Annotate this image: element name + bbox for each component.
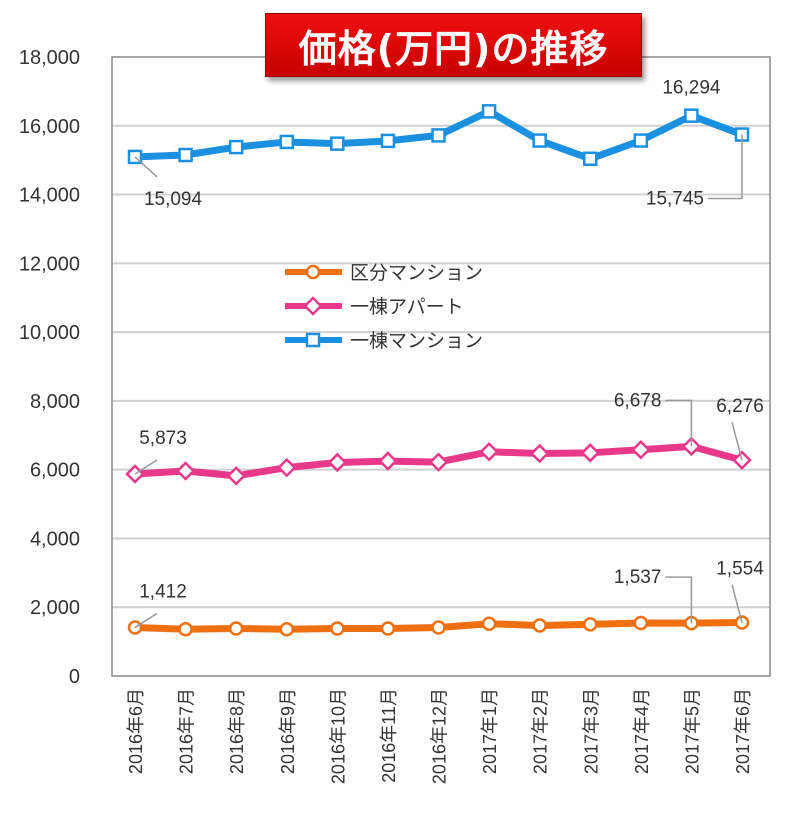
- x-tick-label: 2017年2月: [531, 688, 551, 774]
- data-point: [380, 621, 396, 636]
- data-label: 1,537: [614, 567, 662, 588]
- y-tick-label: 8,000: [30, 391, 80, 413]
- data-label: 6,678: [614, 390, 662, 411]
- y-tick-label: 18,000: [19, 47, 80, 69]
- leader-line: [665, 399, 693, 447]
- leader-line: [665, 576, 693, 624]
- x-tick-label: 2017年5月: [682, 688, 702, 774]
- x-tick-label: 2016年7月: [177, 688, 197, 774]
- legend-marker: [305, 264, 321, 280]
- data-label: 16,294: [662, 78, 721, 99]
- data-label: 15,094: [144, 189, 203, 210]
- y-tick-label: 0: [69, 666, 80, 688]
- legend-label: 区分マンション: [350, 262, 483, 284]
- y-tick-label: 2,000: [30, 597, 80, 619]
- data-point: [226, 466, 246, 486]
- data-point: [481, 104, 497, 119]
- leader-line: [134, 156, 158, 178]
- legend-marker: [303, 296, 323, 316]
- leader-line: [731, 421, 743, 461]
- leader-line: [708, 134, 743, 200]
- data-point: [178, 147, 193, 163]
- legend-marker: [305, 332, 321, 348]
- data-point: [633, 615, 649, 631]
- data-point: [631, 439, 651, 460]
- data-point: [178, 621, 193, 637]
- data-point: [481, 616, 497, 631]
- data-point: [228, 621, 244, 636]
- legend-label: 一棟アパート: [350, 296, 464, 318]
- data-point: [583, 151, 598, 167]
- data-point: [380, 133, 396, 149]
- data-point: [279, 621, 294, 637]
- data-point: [431, 620, 446, 635]
- x-tick-label: 2017年4月: [632, 688, 652, 774]
- data-point: [532, 618, 547, 633]
- data-point: [228, 139, 244, 155]
- data-point: [684, 108, 699, 123]
- x-tick-label: 2016年12月: [430, 688, 450, 784]
- data-point: [431, 128, 446, 143]
- legend-label: 一棟マンション: [350, 330, 483, 352]
- x-tick-label: 2016年6月: [126, 688, 146, 774]
- x-tick-label: 2016年10月: [328, 688, 348, 784]
- x-tick-label: 2016年9月: [278, 688, 298, 774]
- data-point: [279, 134, 294, 150]
- data-point: [330, 136, 345, 151]
- data-label: 5,873: [139, 428, 187, 449]
- leader-line: [731, 584, 743, 623]
- y-tick-label: 6,000: [30, 460, 80, 482]
- data-label: 15,745: [646, 189, 704, 210]
- x-tick-label: 2016年11月: [379, 688, 399, 783]
- data-point: [583, 617, 598, 632]
- data-point: [327, 452, 348, 473]
- x-tick-label: 2017年3月: [581, 688, 601, 774]
- y-tick-label: 16,000: [19, 116, 80, 138]
- y-tick-label: 14,000: [19, 185, 80, 207]
- data-label: 1,412: [139, 581, 187, 602]
- leader-line: [134, 459, 158, 475]
- data-point: [175, 461, 196, 481]
- data-point: [330, 621, 345, 636]
- chart-title: 価格(万円)の推移: [265, 13, 642, 77]
- y-tick-label: 10,000: [19, 322, 80, 344]
- x-tick-label: 2017年1月: [480, 688, 500, 774]
- data-point: [276, 457, 297, 478]
- data-point: [633, 133, 649, 148]
- data-point: [428, 452, 449, 472]
- data-point: [532, 133, 547, 148]
- data-point: [529, 443, 550, 464]
- x-tick-label: 2016年8月: [227, 688, 247, 774]
- y-tick-label: 4,000: [30, 528, 80, 550]
- data-point: [580, 443, 601, 463]
- data-label: 1,554: [716, 559, 764, 580]
- data-point: [378, 451, 398, 471]
- x-tick-label: 2017年6月: [733, 688, 753, 774]
- y-tick-label: 12,000: [19, 253, 80, 275]
- data-point: [479, 442, 499, 462]
- data-label: 6,276: [716, 396, 764, 417]
- leader-line: [134, 612, 158, 629]
